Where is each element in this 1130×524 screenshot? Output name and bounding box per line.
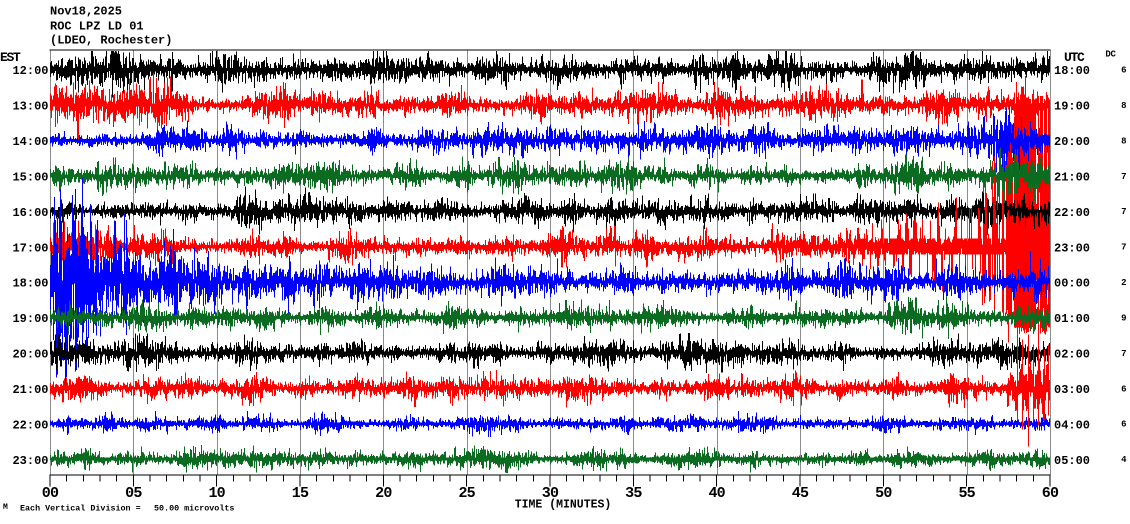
- svg-text:EST: EST: [0, 50, 21, 65]
- svg-text:(LDEO, Rochester): (LDEO, Rochester): [50, 34, 172, 48]
- svg-text:21:00: 21:00: [1054, 170, 1090, 184]
- svg-text:9: 9: [1121, 313, 1126, 323]
- svg-text:ROC LPZ LD 01: ROC LPZ LD 01: [50, 20, 144, 34]
- svg-text:40: 40: [708, 485, 725, 502]
- svg-text:04:00: 04:00: [1054, 418, 1090, 432]
- svg-text:01:00: 01:00: [1054, 312, 1090, 326]
- svg-text:23:00: 23:00: [1054, 241, 1090, 255]
- svg-text:17:00: 17:00: [12, 241, 48, 255]
- svg-text:Each Vertical Division =: Each Vertical Division =: [20, 504, 141, 514]
- svg-text:12:00: 12:00: [12, 64, 48, 78]
- svg-text:6: 6: [1121, 66, 1126, 76]
- svg-text:20: 20: [375, 485, 392, 502]
- svg-text:6: 6: [1121, 420, 1126, 430]
- svg-text:15:00: 15:00: [12, 170, 48, 184]
- svg-text:14:00: 14:00: [12, 135, 48, 149]
- svg-text:6: 6: [1121, 384, 1126, 394]
- svg-text:13:00: 13:00: [12, 100, 48, 114]
- svg-text:18:00: 18:00: [1054, 64, 1090, 78]
- svg-text:7: 7: [1121, 172, 1126, 182]
- svg-text:20:00: 20:00: [12, 348, 48, 362]
- svg-text:21:00: 21:00: [12, 383, 48, 397]
- svg-text:M: M: [3, 503, 8, 512]
- svg-text:50: 50: [875, 485, 892, 502]
- svg-text:03:00: 03:00: [1054, 383, 1090, 397]
- svg-text:UTC: UTC: [1064, 50, 1085, 65]
- svg-text:25: 25: [458, 485, 475, 502]
- svg-text:60: 60: [1042, 485, 1059, 502]
- svg-text:16:00: 16:00: [12, 206, 48, 220]
- svg-text:50.00 microvolts: 50.00 microvolts: [154, 504, 234, 514]
- svg-text:7: 7: [1121, 243, 1126, 253]
- svg-text:22:00: 22:00: [12, 418, 48, 432]
- svg-text:Nov18,2025: Nov18,2025: [50, 5, 122, 19]
- svg-text:2: 2: [1121, 278, 1126, 288]
- svg-text:8: 8: [1121, 136, 1126, 146]
- svg-text:45: 45: [792, 485, 809, 502]
- svg-text:7: 7: [1121, 349, 1126, 359]
- svg-text:7: 7: [1121, 207, 1126, 217]
- svg-text:00: 00: [42, 485, 59, 502]
- svg-text:19:00: 19:00: [12, 312, 48, 326]
- svg-text:05:00: 05:00: [1054, 454, 1090, 468]
- svg-text:02:00: 02:00: [1054, 348, 1090, 362]
- svg-text:15: 15: [292, 485, 309, 502]
- svg-text:DC: DC: [1105, 50, 1116, 60]
- svg-text:18:00: 18:00: [12, 277, 48, 291]
- svg-text:4: 4: [1121, 455, 1127, 465]
- svg-text:8: 8: [1121, 101, 1126, 111]
- svg-text:05: 05: [125, 485, 142, 502]
- svg-text:35: 35: [625, 485, 642, 502]
- svg-text:55: 55: [958, 485, 975, 502]
- svg-text:22:00: 22:00: [1054, 206, 1090, 220]
- svg-text:TIME (MINUTES): TIME (MINUTES): [515, 499, 612, 512]
- svg-text:20:00: 20:00: [1054, 135, 1090, 149]
- svg-text:19:00: 19:00: [1054, 100, 1090, 114]
- svg-text:10: 10: [208, 485, 225, 502]
- svg-text:00:00: 00:00: [1054, 277, 1090, 291]
- svg-text:23:00: 23:00: [12, 454, 48, 468]
- svg-text:30: 30: [542, 485, 559, 502]
